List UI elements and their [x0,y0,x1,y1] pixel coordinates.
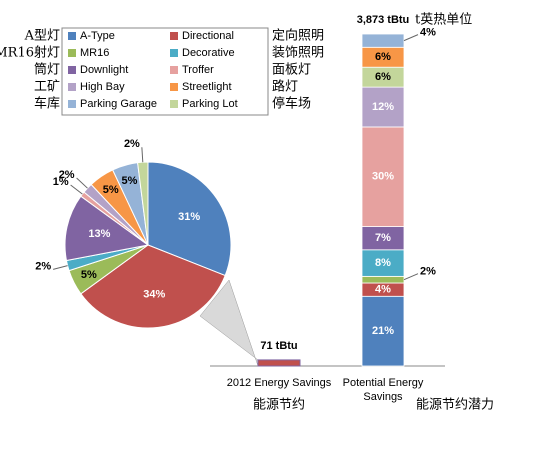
segment-label: 21% [372,325,394,337]
legend-label: Directional [182,30,234,42]
legend-swatch [68,49,76,57]
legend-swatch [68,66,76,74]
legend-note: A型灯 [24,29,60,44]
legend-note: 装饰照明 [272,46,324,61]
legend-note: 车库 [34,96,60,112]
legend-swatch [68,32,76,40]
slice-label: 5% [103,184,119,196]
segment-label: 2% [420,266,436,278]
legend-box [61,27,269,116]
legend-swatch [170,66,178,74]
x-tick-label: Potential Energy Savings [343,377,424,403]
legend-swatch [170,32,178,40]
segment-label: 4% [420,27,436,39]
leader-line [70,184,83,195]
bar-segment [361,275,405,284]
legend-swatch [68,100,76,108]
legend-note: 停车场 [272,96,311,112]
legend-label: Downlight [80,64,128,76]
segment-label: 6% [375,71,391,83]
legend-swatch [170,83,178,91]
category-note: 能源节约潜力 [416,398,494,413]
slice-label: 13% [88,228,110,240]
bar-segment [361,33,405,48]
legend-label: Parking Garage [80,98,157,110]
legend-note: 路灯 [272,79,298,95]
total-label: 3,873 tBtu [357,14,410,26]
segment-label: 7% [375,232,391,244]
slice-label: 5% [81,269,97,281]
segment-label: 12% [372,101,394,113]
legend-note: 筒灯 [34,62,60,78]
legend-note: 定向照明 [272,28,324,44]
leader-line [403,34,419,42]
slice-label: 31% [178,211,200,223]
legend-label: High Bay [80,81,125,93]
category-note: 能源节约 [253,398,305,413]
leader-line [53,265,68,270]
bar-segment [361,295,405,367]
legend-label: MR16 [80,47,109,59]
segment-label: 6% [375,51,391,63]
pie-slice [64,195,150,262]
legend-label: Troffer [182,64,214,76]
segment-label: 4% [375,284,391,296]
leader-line [141,147,144,163]
bar-segment [361,86,405,128]
segment-label: 8% [375,257,391,269]
total-label: 71 tBtu [260,340,297,352]
legend-swatch [68,83,76,91]
legend-label: Streetlight [182,81,232,93]
leader-line [76,177,88,189]
slice-label: 5% [122,175,138,187]
bar [257,359,301,367]
legend-swatch [170,100,178,108]
slice-label: 2% [59,169,75,181]
slice-label: 1% [53,176,69,188]
legend-note: MR16射灯 [0,45,60,61]
legend-label: Parking Lot [182,98,238,110]
unit-note: t英热单位 [415,13,472,28]
segment-label: 30% [372,171,394,183]
slice-label: 34% [143,288,165,300]
slice-label: 2% [124,138,140,150]
legend-note: 工矿 [34,80,60,95]
legend-note: 面板灯 [272,63,311,78]
pie-slice [147,161,232,277]
legend-label: Decorative [182,47,235,59]
bar-segment [361,126,405,227]
bar-segment [361,249,405,277]
leader-line [403,273,419,281]
slice-label: 2% [35,260,51,272]
pie-slice [80,244,226,329]
legend-swatch [170,49,178,57]
x-tick-label: 2012 Energy Savings [227,377,332,389]
legend-label: A-Type [80,30,115,42]
